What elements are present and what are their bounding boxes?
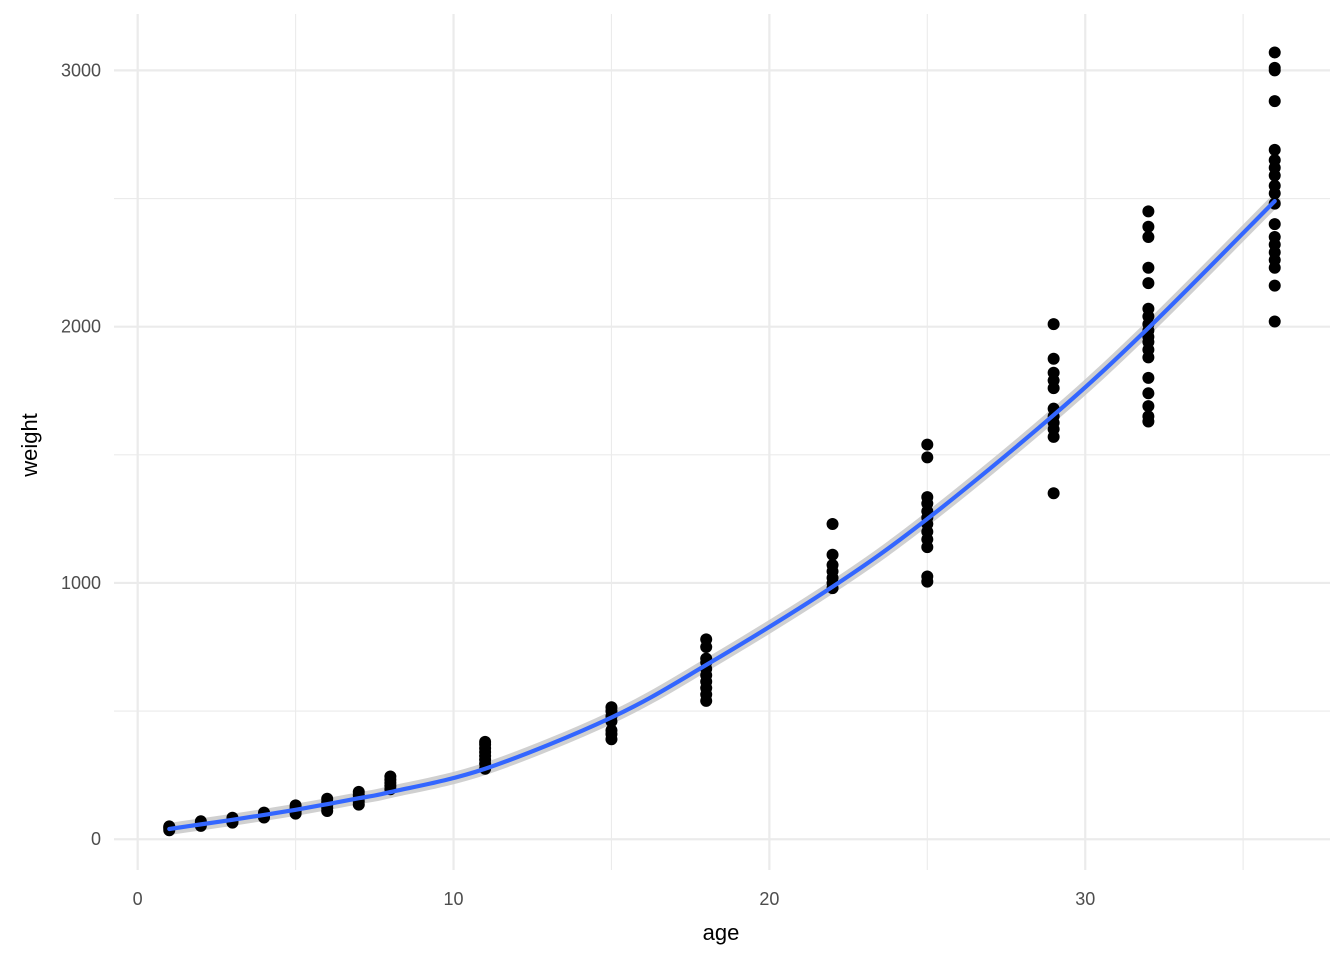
data-point [1047,487,1060,500]
data-point [1142,387,1155,400]
confidence-band-path [163,195,1281,835]
data-point [826,518,839,531]
data-point [384,770,397,783]
y-tick-label: 2000 [61,317,101,337]
data-points [163,46,1281,837]
fit-line [167,198,1277,832]
data-point [1142,400,1155,413]
data-point [921,570,934,583]
y-tick-label: 3000 [61,60,101,80]
data-point [921,438,934,451]
data-point [1268,279,1281,292]
x-tick-label: 0 [133,889,143,909]
x-tick-label: 30 [1075,889,1095,909]
data-point [605,701,618,714]
data-point [1268,61,1281,74]
data-point [826,559,839,572]
x-tick-label: 10 [444,889,464,909]
data-point [352,785,365,798]
data-point [1268,179,1281,192]
data-point [1142,205,1155,218]
data-point [1142,261,1155,274]
data-point [1047,318,1060,331]
data-point [1142,220,1155,233]
data-point [1268,95,1281,108]
x-axis-title: age [703,920,740,945]
data-point [1142,302,1155,315]
data-point [479,735,492,748]
x-axis-tick-labels: 0 10 20 30 [133,889,1096,909]
data-point [921,451,934,464]
data-point [1268,230,1281,243]
data-point [826,548,839,561]
data-point [1047,352,1060,365]
data-point [1268,315,1281,328]
data-point [1142,230,1155,243]
y-axis-tick-labels: 0 1000 2000 3000 [61,60,101,849]
y-tick-label: 0 [91,829,101,849]
data-point [1268,154,1281,167]
data-point [1142,371,1155,384]
major-gridlines [114,14,1330,870]
data-point [1268,46,1281,59]
data-point [700,633,713,646]
confidence-band [163,195,1281,835]
data-point [921,491,934,504]
data-point [605,724,618,737]
data-point [1142,410,1155,423]
x-tick-label: 20 [759,889,779,909]
data-point [1142,277,1155,290]
minor-gridlines [114,14,1330,870]
data-point [1047,366,1060,379]
data-point [1268,143,1281,156]
y-axis-title: weight [17,413,42,478]
data-point [1268,218,1281,231]
y-tick-label: 1000 [61,573,101,593]
fit-curve [167,198,1277,832]
